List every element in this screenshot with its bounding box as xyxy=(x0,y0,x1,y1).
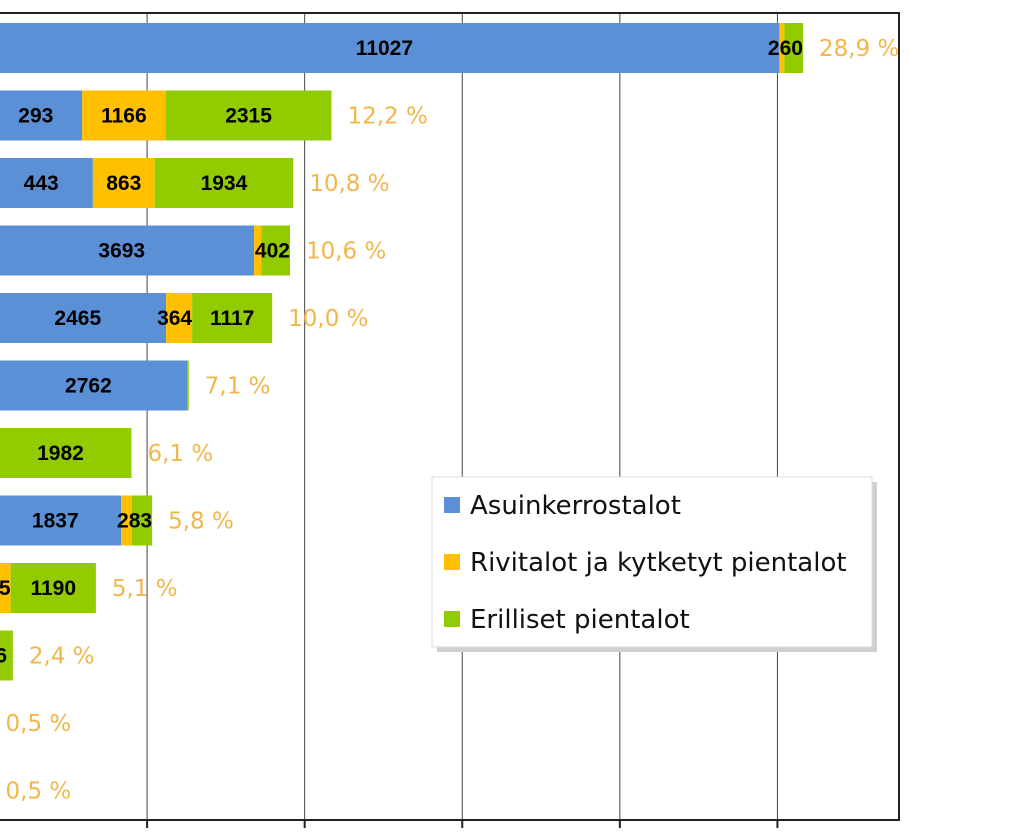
bar-segment-r3-s0 xyxy=(0,225,255,276)
bar-segment-r5-s0 xyxy=(0,360,188,411)
bar-segment-r3-s1 xyxy=(254,225,262,276)
bar-segment-r7-s0 xyxy=(0,495,122,546)
segment-label-r2-s0: 443 xyxy=(24,172,59,195)
bar-segment-r8-s1 xyxy=(0,563,11,613)
bar-segment-r7-s2 xyxy=(131,495,153,546)
percent-label-r6: 6,1 % xyxy=(147,441,213,467)
bar-segment-r1-s2 xyxy=(165,90,332,141)
legend-box xyxy=(431,476,873,648)
percent-label-r1: 12,2 % xyxy=(347,104,427,130)
percent-label-r11: 0,5 % xyxy=(6,779,72,805)
legend-swatch-rivitalot xyxy=(444,554,460,570)
bar-segment-r1-s0 xyxy=(0,90,83,141)
segment-label-r0-s2: 260 xyxy=(768,37,803,60)
bar-segment-r2-s2 xyxy=(154,158,294,208)
bar-segment-r8-s2 xyxy=(10,563,96,613)
legend-swatch-asuinkerrostalot xyxy=(444,497,460,513)
segment-label-r2-s1: 863 xyxy=(106,172,141,195)
percent-label-r8: 5,1 % xyxy=(112,576,178,602)
bar-segment-r9-s2 xyxy=(0,630,13,681)
percent-label-r5: 7,1 % xyxy=(205,374,271,400)
bar-segment-r6-s2 xyxy=(0,428,132,478)
bar-segment-r1-s1 xyxy=(82,90,166,141)
plot-border xyxy=(0,12,900,821)
bar-segment-r4-s1 xyxy=(166,293,193,343)
legend-label-erilliset: Erilliset pientalot xyxy=(470,605,690,635)
segment-label-r0-s0: 11027 xyxy=(356,37,413,60)
legend-label-rivitalot: Rivitalot ja kytketyt pientalot xyxy=(470,548,847,578)
percent-labels: 28,9 % 12,2 % 10,8 % 10,6 % 10,0 % 7,1 % 6,1 %… xyxy=(6,36,900,805)
percent-label-r0: 28,9 % xyxy=(819,36,899,62)
legend-swatch-erilliset xyxy=(444,611,460,627)
bar-segment-r0-s0 xyxy=(0,23,780,73)
segment-labels: 11027 260 293 1166 2315 443 863 1934 3693 402 2465… xyxy=(0,37,803,668)
segment-label-r2-s2: 1934 xyxy=(201,172,248,195)
segment-label-r1-s1: 1166 xyxy=(101,105,147,128)
bar-segment-r7-s1 xyxy=(121,495,132,546)
segment-label-r3-s2: 402 xyxy=(255,240,290,263)
segment-label-r7-s2: 283 xyxy=(117,510,152,533)
segment-label-r4-s1: 364 xyxy=(157,307,192,330)
bar-segment-r5-s2 xyxy=(187,360,189,411)
bar-segment-r3-s2 xyxy=(261,225,290,276)
gridlines xyxy=(146,14,778,819)
bar-segment-r2-s1 xyxy=(92,158,155,208)
segment-label-r1-s2: 2315 xyxy=(225,105,272,128)
legend-label-asuinkerrostalot: Asuinkerrostalot xyxy=(470,491,681,521)
bar-segment-r0-s2 xyxy=(784,23,804,73)
segment-label-r8-s1: 295 xyxy=(0,577,11,600)
segment-label-r4-s2: 1117 xyxy=(210,307,254,330)
percent-label-r3: 10,6 % xyxy=(306,239,386,265)
legend: Asuinkerrostalot Rivitalot ja kytketyt p… xyxy=(431,476,877,652)
percent-label-r4: 10,0 % xyxy=(288,306,368,332)
segment-label-r4-s0: 2465 xyxy=(54,307,101,330)
axis-ticks xyxy=(146,819,779,828)
segment-label-r5-s0: 2762 xyxy=(65,375,112,398)
percent-label-r9: 2,4 % xyxy=(29,644,95,670)
segment-label-r9-s2: 6 xyxy=(0,645,7,668)
segment-label-r7-s0: 1837 xyxy=(32,510,79,533)
segment-label-r3-s0: 3693 xyxy=(98,240,145,263)
bars xyxy=(0,23,804,681)
bar-segment-r4-s2 xyxy=(192,293,273,343)
bar-segment-r0-s1 xyxy=(779,23,785,73)
segment-label-r6-s2: 1982 xyxy=(37,442,84,465)
percent-label-r10: 0,5 % xyxy=(6,711,72,737)
segment-label-r8-s2: 1190 xyxy=(30,577,76,600)
segment-label-r1-s0: 293 xyxy=(18,105,53,128)
bar-segment-r4-s0 xyxy=(0,293,167,343)
bar-segment-r2-s0 xyxy=(0,158,93,208)
percent-label-r2: 10,8 % xyxy=(309,171,389,197)
percent-label-r7: 5,8 % xyxy=(168,509,234,535)
